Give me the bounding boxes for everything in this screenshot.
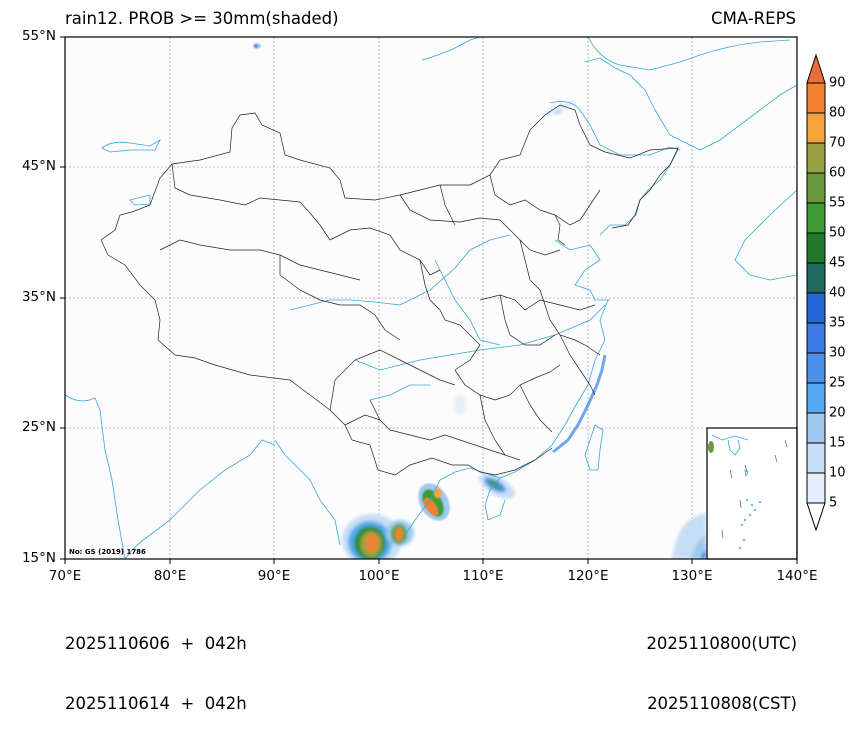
axis-ticks xyxy=(60,36,798,564)
init-time-block: 2025110606 + 042h 2025110614 + 042h xyxy=(65,594,247,734)
south-china-sea-inset xyxy=(706,427,798,560)
x-tick-120e: 120°E xyxy=(567,568,609,584)
probability-shading xyxy=(253,43,706,559)
x-tick-140e: 140°E xyxy=(776,568,818,584)
colorbar-label-35: 35 xyxy=(829,315,846,331)
y-tick-55n: 55°N xyxy=(21,28,56,44)
colorbar-label-90: 90 xyxy=(829,75,846,91)
coastlines-rivers xyxy=(65,37,797,559)
map-approval-number: No: GS (2019) 1786 xyxy=(69,548,146,556)
colorbar-label-60: 60 xyxy=(829,165,846,181)
x-tick-100e: 100°E xyxy=(358,568,400,584)
colorbar-label-55: 55 xyxy=(829,195,846,211)
map-plot xyxy=(60,36,826,564)
y-tick-15n: 15°N xyxy=(21,550,56,566)
chart-title: rain12. PROB >= 30mm(shaded) xyxy=(65,9,339,28)
colorbar-label-5: 5 xyxy=(829,495,838,511)
colorbar-label-50: 50 xyxy=(829,225,846,241)
colorbar-label-10: 10 xyxy=(829,465,846,481)
init-time-cst: 2025110614 + 042h xyxy=(65,694,247,713)
colorbar-label-20: 20 xyxy=(829,405,846,421)
colorbar xyxy=(806,53,826,532)
valid-time-utc: 2025110800(UTC) xyxy=(646,634,797,653)
y-tick-25n: 25°N xyxy=(21,419,56,435)
x-tick-70e: 70°E xyxy=(48,568,82,584)
colorbar-label-80: 80 xyxy=(829,105,846,121)
colorbar-label-15: 15 xyxy=(829,435,846,451)
colorbar-label-40: 40 xyxy=(829,285,846,301)
x-tick-80e: 80°E xyxy=(153,568,187,584)
y-tick-35n: 35°N xyxy=(21,289,56,305)
x-tick-110e: 110°E xyxy=(462,568,504,584)
x-tick-90e: 90°E xyxy=(257,568,291,584)
init-time-utc: 2025110606 + 042h xyxy=(65,634,247,653)
colorbar-label-70: 70 xyxy=(829,135,846,151)
y-tick-45n: 45°N xyxy=(21,158,56,174)
colorbar-label-45: 45 xyxy=(829,255,846,271)
borders xyxy=(100,104,679,476)
x-tick-130e: 130°E xyxy=(671,568,713,584)
valid-time-cst: 2025110808(CST) xyxy=(647,694,797,713)
model-name: CMA-REPS xyxy=(711,9,796,28)
gridlines xyxy=(65,37,797,559)
valid-time-block: 2025110800(UTC) 2025110808(CST) xyxy=(646,594,797,734)
colorbar-label-25: 25 xyxy=(829,375,846,391)
colorbar-label-30: 30 xyxy=(829,345,846,361)
